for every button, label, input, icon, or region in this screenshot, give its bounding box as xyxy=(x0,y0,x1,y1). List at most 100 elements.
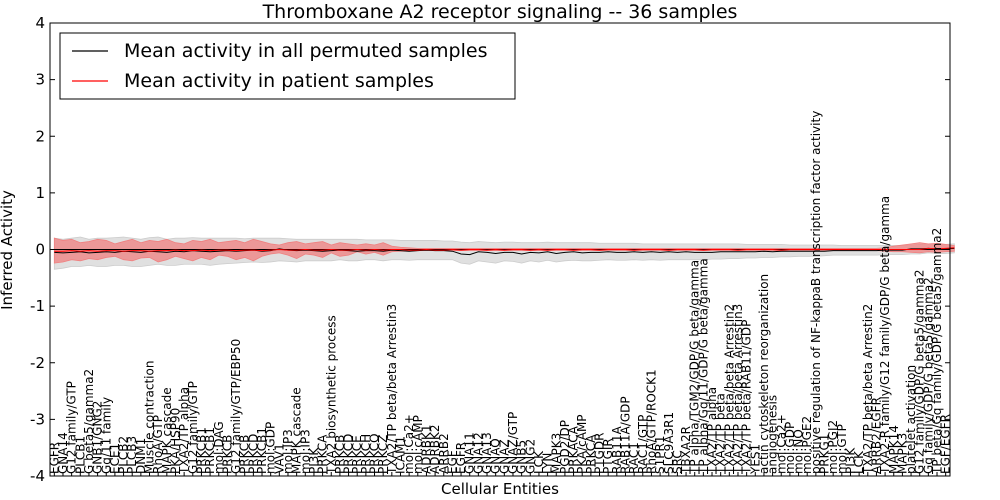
x-tick-label: YES1 xyxy=(748,444,762,475)
x-tick-label: PRKCZ xyxy=(376,435,390,474)
x-tick-label: G12 family/GTP/EBP50 xyxy=(229,339,243,474)
x-tick-label: mol:NO xyxy=(792,429,806,474)
x-tick-label: TXA2/TP alpha xyxy=(705,387,719,475)
x-tick-label: PLCB1 xyxy=(73,436,87,474)
x-tick-label: GNA13 xyxy=(480,432,494,474)
x-tick-label: ICAM1 xyxy=(393,436,407,474)
x-tick-label: LCK xyxy=(532,450,546,474)
x-tick-label: Muscle contraction xyxy=(143,361,157,474)
x-tick-label: mol:PGE2 xyxy=(800,416,814,474)
x-tick-label: TXA2/TP alpha xyxy=(177,387,191,475)
y-tick-label: -4 xyxy=(30,467,45,485)
y-tick-label: 2 xyxy=(35,127,45,145)
x-tick-label: mol:GDP xyxy=(264,422,278,474)
line-patient xyxy=(54,247,955,252)
x-tick-label: mol:GTP xyxy=(835,424,849,474)
x-tick-label: PRKCA xyxy=(316,434,330,474)
x-tick-label: mol:IP3 xyxy=(298,429,312,474)
x-tick-label: PRKCB1 xyxy=(194,427,208,474)
x-tick-label: PI3K xyxy=(307,447,321,474)
x-tick-label: mol:IP3 xyxy=(281,429,295,474)
legend-label-permuted: Mean activity in all permuted samples xyxy=(124,40,487,62)
x-tick-label: TXA2/TP beta/beta Arrestin3 xyxy=(731,304,745,475)
x-tick-label: G beta5/gamma2 xyxy=(82,369,96,474)
x-tick-label: PRKCH xyxy=(359,434,373,474)
x-tick-label: TXA2/TP beta/RAB11/GDP xyxy=(740,320,754,475)
x-tick-label: TP alpha/TGM2/GDP/G beta/gamma xyxy=(688,260,702,475)
x-tick-label: PRKCD xyxy=(342,434,356,474)
x-tick-label: PTGDR xyxy=(593,433,607,474)
x-tick-label: MAPK3 xyxy=(549,433,563,474)
x-tick-label: mol:PGI2 xyxy=(826,420,840,474)
x-tick-label: Gq/11 family xyxy=(99,397,113,474)
legend-label-patient: Mean activity in patient samples xyxy=(124,70,434,92)
y-tick-label: 4 xyxy=(35,14,45,32)
x-tick-label: TP alpha/Gq/11/GDP/G beta/gamma xyxy=(696,258,710,475)
x-tick-label: LYN xyxy=(541,453,555,474)
band-patient xyxy=(53,237,955,264)
x-tick-label: positive regulation of NF-kappaB transcr… xyxy=(809,111,823,474)
y-tick-label: -1 xyxy=(30,297,45,315)
x-tick-label: PRKCB xyxy=(220,435,234,474)
x-tick-label: LCK xyxy=(852,450,866,474)
line-permuted xyxy=(54,247,955,256)
x-tick-label: MAPK cascade xyxy=(290,387,304,474)
x-tick-label: PRKCB xyxy=(333,435,347,474)
x-tick-label: EGFR xyxy=(454,442,468,474)
y-axis-ticks: -4 -3 -2 -1 0 1 2 3 4 xyxy=(30,14,950,485)
x-tick-label: MAPK cascade xyxy=(160,387,174,474)
x-tick-label: TXA2/TP beta xyxy=(714,393,728,475)
y-tick-label: 0 xyxy=(35,241,45,259)
x-tick-label: Gq family/GDP/G beta5/gamma2 xyxy=(921,277,935,474)
x-tick-label: G12 family/GTP xyxy=(65,381,79,474)
x-tick-label: PI3K xyxy=(843,447,857,474)
x-tick-label: PRKACA xyxy=(567,425,581,474)
x-tick-label: TXA2/TP beta/beta Arrestin3 xyxy=(385,304,399,475)
x-tick-label: PKA/HSP90 xyxy=(168,408,182,474)
x-tick-label: actin cytoskeleton reorganization xyxy=(757,274,771,474)
x-tick-label: GNA14 xyxy=(56,432,70,474)
x-tick-label: SRC xyxy=(670,450,684,474)
plot-frame xyxy=(49,22,951,477)
x-tick-label: EGF xyxy=(445,450,459,474)
legend-box xyxy=(59,32,516,100)
x-tick-label: RAB11A xyxy=(610,425,624,474)
x-tick-label: PKA/cAMP xyxy=(575,414,589,474)
y-tick-label: -3 xyxy=(30,410,45,428)
x-tick-label: GNB1/GNG2 xyxy=(91,401,105,474)
x-tick-label: TXA2 biosynthetic process xyxy=(324,315,338,475)
x-tick-label: PRKCB1 xyxy=(255,427,269,474)
x-tick-label: platelet activation xyxy=(904,365,918,474)
x-tick-label: mol:cAMP xyxy=(411,415,425,474)
x-tick-label: GNG2 xyxy=(523,439,537,474)
x-tick-label: TXA2/TP beta/beta Arrestin2 xyxy=(722,304,736,475)
chart-title: Thromboxane A2 receptor signaling -- 36 … xyxy=(262,1,738,23)
x-tick-label: EGFR xyxy=(47,442,61,474)
x-tick-label: ARRB2 xyxy=(437,433,451,474)
x-tick-label: GNAQ xyxy=(489,438,503,474)
x-tick-label: S1PR1 xyxy=(653,436,667,474)
x-tick-label: MAPK3 xyxy=(895,433,909,474)
x-tick-label: EGF/EGFR xyxy=(939,414,953,474)
x-tick-label: RhoA/GTP/ROCK1 xyxy=(644,369,658,474)
y-axis-label: Inferred Activity xyxy=(0,190,16,310)
x-tick-label: PRKCE xyxy=(350,435,364,474)
x-tick-label: mol:GDP xyxy=(783,422,797,474)
x-tick-label: G12 family/GDP/G beta5/gamma2 xyxy=(913,270,927,474)
x-tick-label: angiogenesis xyxy=(766,395,780,474)
x-tick-label: PLCB3 xyxy=(125,436,139,474)
x-tick-label: PGD2/DP xyxy=(558,420,572,474)
x-tick-label: RAB11A/GDP xyxy=(618,396,632,474)
x-tick-label: GNA11 xyxy=(463,432,477,474)
x-tick-label: PRKCA xyxy=(584,434,598,474)
x-tick-label: DNM1 xyxy=(134,438,148,474)
x-tick-label: PRKCD xyxy=(246,434,260,474)
x-tick-label: mol:Ca2+ xyxy=(402,414,416,474)
x-tick-label: mol:DAG xyxy=(212,421,226,474)
y-tick-label: 3 xyxy=(35,71,45,89)
x-tick-label: PRKCQ xyxy=(368,433,382,474)
x-tick-label: GNAZ xyxy=(497,439,511,474)
x-tick-label: TBXA2R xyxy=(679,426,693,475)
